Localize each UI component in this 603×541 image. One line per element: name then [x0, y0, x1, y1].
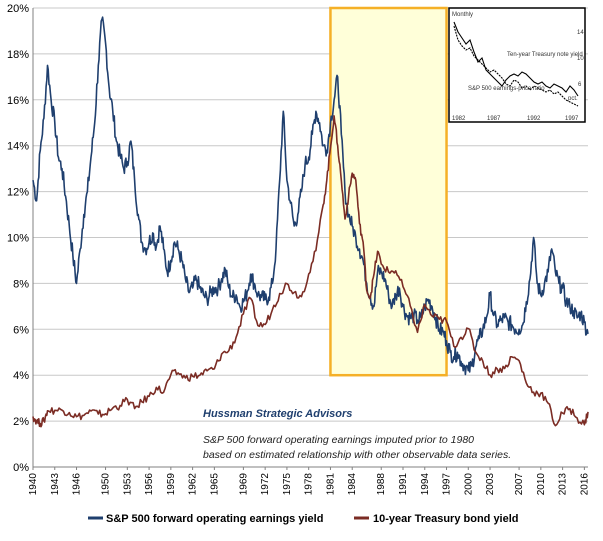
- inset-treasury-line: [453, 21, 579, 97]
- highlight-region: [329, 6, 448, 377]
- x-tick-label-12: 1978: [304, 473, 315, 496]
- x-tick-label-19: 2000: [463, 473, 474, 496]
- x-tick-label-14: 1984: [347, 473, 358, 496]
- x-tick-label-10: 1972: [260, 473, 271, 496]
- inset-sp-line: [453, 25, 579, 107]
- x-tick-label-9: 1969: [238, 473, 249, 496]
- inset-x-tick-1982: 1982: [452, 116, 466, 122]
- x-tick-label-5: 1956: [144, 473, 155, 496]
- x-tick-label-8: 1965: [209, 473, 220, 496]
- note-line-1: S&P 500 forward operating earnings imput…: [203, 434, 474, 446]
- inset-y-tick-6: 6: [578, 82, 582, 88]
- inset-y-tick-14: 14: [577, 30, 584, 36]
- inset-x-tick-1992: 1992: [527, 116, 541, 122]
- y-tick-label-9: 18%: [7, 49, 29, 61]
- x-tick-label-13: 1981: [325, 473, 336, 496]
- x-tick-label-22: 2010: [536, 473, 547, 496]
- inset-label-sp: S&P 500 earnings-price ratio: [468, 86, 545, 92]
- inset-x-tick-1987: 1987: [487, 116, 501, 122]
- y-tick-label-2: 4%: [13, 370, 29, 382]
- x-tick-label-2: 1946: [72, 473, 83, 496]
- x-tick-label-1: 1943: [50, 473, 61, 496]
- y-tick-label-4: 8%: [13, 278, 29, 290]
- inset-chart: Monthly Ten-year Treasury note yield S&P…: [448, 7, 586, 123]
- legend-label-treasury: 10-year Treasury bond yield: [373, 513, 519, 525]
- x-tick-label-20: 2003: [485, 473, 496, 496]
- x-tick-label-7: 1962: [188, 473, 199, 496]
- x-tick-label-3: 1950: [101, 473, 112, 496]
- y-tick-label-6: 12%: [7, 187, 29, 199]
- x-tick-label-4: 1953: [122, 473, 133, 496]
- legend: S&P 500 forward operating earnings yield…: [88, 513, 519, 525]
- series-line-0: [32, 16, 589, 376]
- inset-label-top: Monthly: [452, 12, 473, 18]
- inset-x-tick-1997: 1997: [565, 116, 579, 122]
- y-tick-label-0: 0%: [13, 462, 29, 474]
- x-tick-label-23: 2013: [558, 473, 569, 496]
- y-tick-label-3: 6%: [13, 324, 29, 336]
- y-tick-label-8: 16%: [7, 95, 29, 107]
- y-tick-label-7: 14%: [7, 141, 29, 153]
- x-tick-label-6: 1959: [166, 473, 177, 496]
- axes: 0% 2% 4% 6% 8% 10% 12% 14% 16% 18% 20% 1940 1943 1946…: [7, 3, 590, 495]
- brand-label: Hussman Strategic Advisors: [203, 408, 352, 420]
- x-tick-label-18: 1997: [442, 473, 453, 496]
- note-line-2: based on estimated relationship with oth…: [203, 449, 511, 461]
- x-tick-label-24: 2016: [579, 473, 590, 496]
- inset-y-tick-10: 10: [577, 56, 584, 62]
- x-tick-label-17: 1994: [420, 473, 431, 496]
- inset-frame: [448, 7, 586, 123]
- series-lines: [32, 16, 589, 428]
- y-tick-label-1: 2%: [13, 416, 29, 428]
- x-tick-label-21: 2007: [514, 473, 525, 496]
- x-tick-label-16: 1991: [398, 473, 409, 496]
- inset-label-pct: pct.: [568, 96, 578, 102]
- x-tick-label-0: 1940: [28, 473, 39, 496]
- y-tick-label-10: 20%: [7, 3, 29, 15]
- x-tick-label-15: 1988: [376, 473, 387, 496]
- x-tick-label-11: 1975: [282, 473, 293, 496]
- inset-label-treasury: Ten-year Treasury note yield: [507, 52, 583, 58]
- series-line-1: [32, 115, 589, 428]
- legend-label-sp: S&P 500 forward operating earnings yield: [106, 513, 323, 525]
- y-tick-label-5: 10%: [7, 233, 29, 245]
